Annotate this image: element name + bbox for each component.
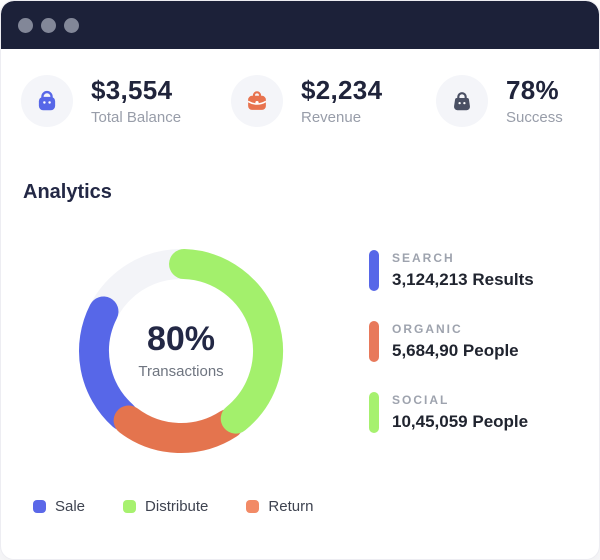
section-title-analytics: Analytics [23, 181, 112, 203]
legend-pill-social [369, 392, 379, 433]
stat-value: $3,554 [91, 75, 173, 106]
shopping-bag-icon [38, 90, 56, 111]
stat-revenue: $2,234 Revenue [231, 75, 382, 127]
stat-value: 78% [506, 75, 559, 106]
legend-label: ORGANIC [392, 322, 463, 336]
legend-item-distribute: Distribute [123, 498, 208, 515]
stat-icon-circle [231, 75, 283, 127]
window-titlebar [1, 1, 599, 49]
legend-item-social: SOCIAL 10,45,059 People [369, 392, 534, 433]
legend-value: 10,45,059 People [392, 412, 529, 431]
legend-right: SEARCH 3,124,213 Results ORGANIC 5,684,9… [369, 250, 534, 433]
legend-item-sale: Sale [33, 498, 85, 515]
stat-success: 78% Success [436, 75, 563, 127]
stat-icon-circle [21, 75, 73, 127]
stat-total-balance: $3,554 Total Balance [21, 75, 181, 127]
window-dot-2[interactable] [41, 17, 56, 33]
legend-label: SEARCH [392, 251, 455, 265]
legend-item-search: SEARCH 3,124,213 Results [369, 250, 534, 291]
window-dot-1[interactable] [18, 17, 33, 33]
donut-segment-return [113, 405, 244, 453]
legend-bottom: Sale Distribute Return [33, 498, 313, 515]
stat-label: Revenue [301, 108, 362, 126]
legend-value: 5,684,90 People [392, 341, 519, 360]
legend-item-return: Return [246, 498, 313, 515]
legend-swatch-return [246, 500, 260, 513]
legend-label: Distribute [145, 498, 209, 515]
stat-label: Success [506, 108, 563, 126]
legend-label: Return [268, 498, 314, 515]
legend-value: 3,124,213 Results [392, 270, 534, 289]
legend-item-organic: ORGANIC 5,684,90 People [369, 321, 534, 362]
handbag-icon [454, 92, 470, 111]
stat-icon-circle [436, 75, 488, 127]
stat-label: Total Balance [91, 108, 182, 126]
donut-segment-sale [79, 296, 138, 431]
donut-segment-distribute [169, 249, 283, 434]
legend-pill-search [369, 250, 379, 291]
legend-label: Sale [55, 498, 86, 515]
legend-label: SOCIAL [392, 393, 450, 407]
legend-swatch-distribute [123, 500, 137, 513]
donut-chart-svg [79, 249, 283, 453]
legend-pill-organic [369, 321, 379, 362]
stat-value: $2,234 [301, 75, 383, 106]
briefcase-icon [247, 91, 267, 110]
window-dot-3[interactable] [64, 17, 79, 33]
legend-swatch-sale [33, 500, 46, 513]
donut-chart: 80% Transactions [61, 231, 301, 471]
